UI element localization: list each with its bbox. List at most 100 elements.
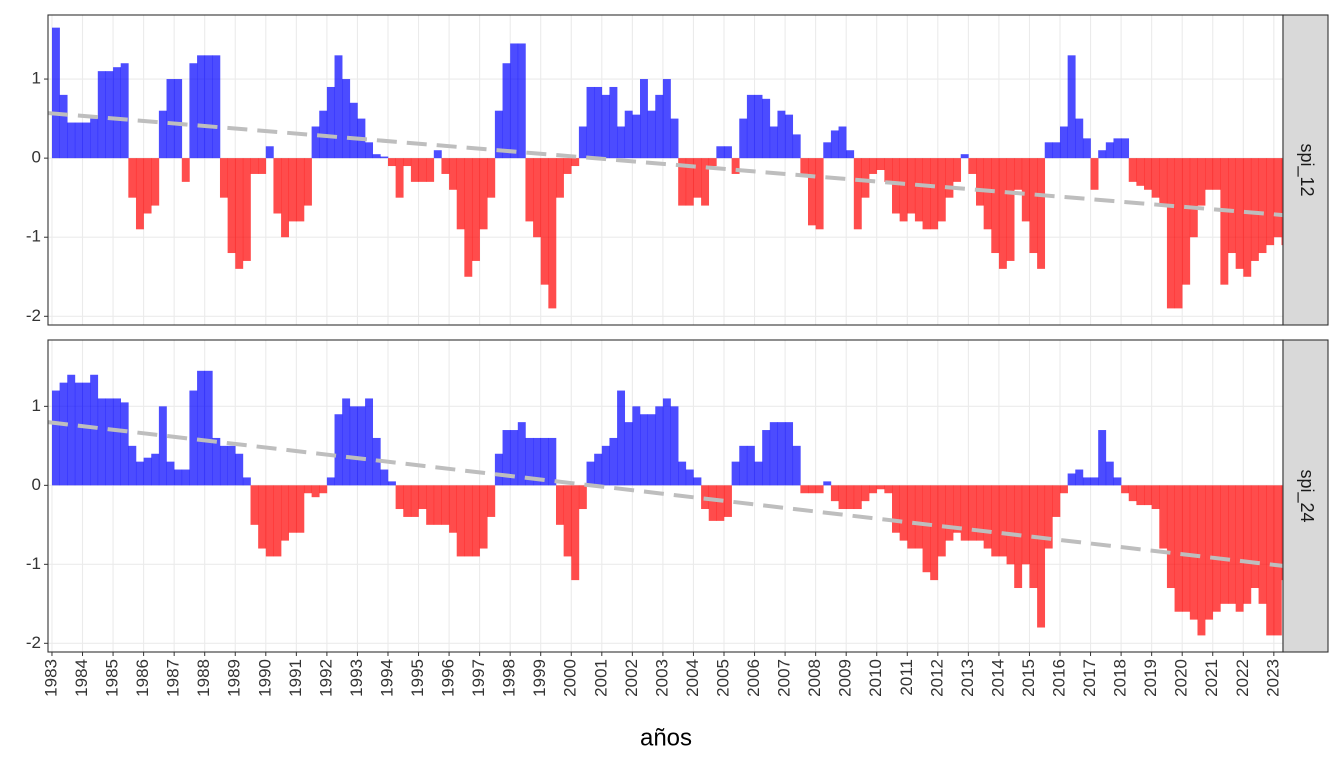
area-segment: [105, 398, 114, 486]
x-tick-label: 2005: [713, 659, 732, 697]
area-segment: [800, 485, 809, 494]
area-segment: [563, 485, 572, 557]
area-segment: [578, 126, 587, 159]
x-tick-label: 2017: [1080, 659, 1099, 697]
area-segment: [113, 67, 122, 159]
area-segment: [311, 126, 320, 159]
area-segment: [59, 382, 68, 486]
area-segment: [808, 485, 816, 494]
area-segment: [968, 158, 977, 174]
area-segment: [51, 27, 60, 159]
area-segment: [586, 461, 595, 486]
area-segment: [1082, 138, 1091, 159]
area-segment: [746, 94, 755, 159]
area-segment: [151, 158, 160, 206]
area-segment: [296, 485, 305, 533]
x-tick-label: 1991: [286, 659, 305, 697]
x-tick-label: 1994: [377, 659, 396, 697]
area-segment: [326, 86, 335, 159]
y-tick-label: -1: [26, 227, 41, 246]
area-segment: [296, 158, 305, 222]
area-segment: [349, 102, 358, 159]
area-segment: [823, 142, 832, 159]
area-segment: [670, 118, 679, 159]
area-segment: [288, 485, 297, 533]
x-tick-label: 1983: [41, 659, 60, 697]
area-segment: [326, 477, 335, 486]
x-tick-label: 1990: [255, 659, 274, 697]
area-segment: [120, 402, 129, 486]
area-segment: [1273, 158, 1282, 238]
panel-background: [48, 340, 1283, 652]
area-segment: [1082, 477, 1091, 486]
area-segment: [647, 414, 656, 486]
x-tick-label: 2013: [958, 659, 977, 697]
area-segment: [892, 158, 900, 214]
x-tick-label: 2003: [652, 659, 671, 697]
x-tick-label: 2015: [1019, 659, 1038, 697]
x-tick-label: 2019: [1141, 659, 1160, 697]
area-segment: [67, 122, 76, 159]
area-segment: [395, 158, 404, 198]
area-segment: [861, 485, 870, 502]
area-segment: [281, 158, 290, 238]
x-tick-label: 2018: [1111, 659, 1130, 697]
area-segment: [433, 150, 442, 159]
area-segment: [1281, 485, 1284, 581]
area-segment: [976, 158, 984, 206]
area-segment: [998, 158, 1007, 269]
area-segment: [82, 382, 91, 486]
area-segment: [1182, 485, 1191, 612]
area-segment: [258, 485, 267, 549]
area-segment: [502, 63, 511, 159]
area-segment: [449, 485, 458, 533]
area-segment: [594, 453, 603, 486]
area-segment: [105, 71, 114, 159]
area-segment: [708, 158, 717, 167]
y-tick-label: -1: [26, 554, 41, 573]
area-segment: [151, 453, 160, 486]
area-segment: [197, 370, 206, 486]
area-segment: [90, 118, 99, 159]
area-segment: [586, 86, 595, 159]
series: [51, 27, 1284, 309]
area-segment: [1044, 485, 1053, 549]
area-segment: [632, 114, 641, 159]
area-segment: [899, 158, 908, 222]
area-segment: [303, 485, 312, 494]
area-segment: [517, 43, 526, 159]
area-segment: [1212, 158, 1221, 190]
x-tick-label: 1989: [225, 659, 244, 697]
area-segment: [998, 485, 1007, 557]
area-segment: [678, 461, 687, 486]
area-segment: [181, 469, 190, 486]
area-segment: [884, 485, 893, 494]
x-tick-label: 2021: [1202, 659, 1221, 697]
area-segment: [662, 398, 671, 486]
area-segment: [1182, 158, 1191, 285]
area-segment: [953, 158, 962, 182]
x-tick-label: 1998: [500, 659, 519, 697]
area-segment: [502, 430, 511, 486]
area-segment: [1136, 485, 1145, 506]
area-segment: [456, 485, 465, 557]
area-segment: [815, 158, 824, 230]
area-segment: [685, 158, 694, 206]
x-tick-label: 2022: [1233, 659, 1252, 697]
area-segment: [1189, 485, 1198, 620]
area-segment: [1113, 477, 1122, 486]
area-segment: [403, 158, 412, 167]
area-segment: [387, 481, 396, 486]
x-tick-label: 2002: [622, 659, 641, 697]
y-tick-label: 1: [32, 396, 41, 415]
x-tick-label: 1984: [72, 659, 91, 697]
area-segment: [273, 485, 282, 557]
area-segment: [785, 422, 794, 486]
area-segment: [387, 158, 396, 167]
area-segment: [128, 445, 137, 486]
area-segment: [189, 63, 198, 159]
area-segment: [830, 485, 839, 502]
area-segment: [601, 94, 610, 159]
strip: [1282, 339, 1329, 653]
x-tick-label: 1992: [316, 659, 335, 697]
